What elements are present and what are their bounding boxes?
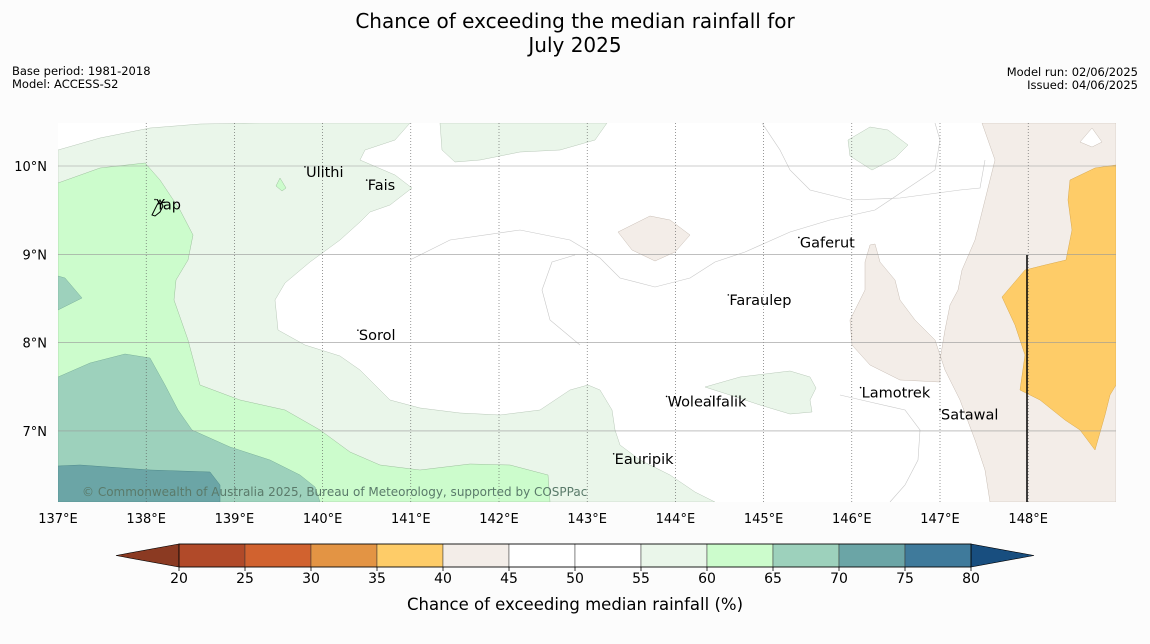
colorbar-tick-label: 45	[500, 571, 518, 587]
contour-45-50-hole	[1079, 127, 1103, 148]
place-marker	[154, 198, 156, 201]
model-run: Model run: 02/06/2025	[1006, 65, 1138, 79]
longitude-label: 144°E	[656, 512, 696, 527]
base-period: Base period: 1981-2018	[12, 64, 151, 78]
contour-35-40	[1001, 164, 1116, 451]
place-marker	[304, 166, 306, 168]
meta-left: Base period: 1981-2018 Model: ACCESS-S2	[12, 65, 151, 91]
latitude-label: 10°N	[14, 160, 47, 175]
gridlines	[58, 123, 1116, 502]
contour-55-60-northeast	[847, 126, 909, 171]
colorbar-segment	[310, 543, 378, 568]
place-label: Sorol	[359, 328, 396, 344]
longitude-labels: 137°E 138°E 139°E 140°E 141°E 142°E 143°E 144°E…	[38, 512, 1048, 527]
contour-55-60-north	[439, 123, 608, 163]
contour-line-50	[409, 123, 941, 288]
place-label: Yap	[155, 198, 181, 214]
colorbar-tick-label: 65	[764, 571, 782, 587]
colorbar-segment	[574, 543, 642, 568]
longitude-label: 147°E	[920, 512, 960, 527]
title-line-2: July 2025	[528, 33, 622, 57]
place-label: Satawal	[941, 408, 998, 424]
colorbar-tick-label: 30	[302, 571, 320, 587]
place-label: Ifalik	[712, 394, 747, 410]
colorbar-segment	[640, 543, 708, 568]
colorbar-tick-label: 55	[632, 571, 650, 587]
colorbar-segment	[706, 543, 774, 568]
colorbar-tick-label: 70	[830, 571, 848, 587]
contour-line-50d	[839, 394, 921, 502]
colorbar-tick-label: 50	[566, 571, 584, 587]
place-marker	[939, 408, 941, 411]
model-name: Model: ACCESS-S2	[12, 77, 119, 91]
colorbar-segment	[904, 543, 972, 568]
colorbar: 20 25 30 35 40 45 50 55 60 65 70 75 80 Chance of exce…	[115, 543, 1035, 614]
contour-line-50b	[541, 254, 581, 346]
latitude-label: 8°N	[23, 337, 48, 352]
contour-55-60-ifalik	[704, 370, 817, 415]
colorbar-segment	[838, 543, 906, 568]
longitude-label: 142°E	[479, 512, 519, 527]
meta-right: Model run: 02/06/2025 Issued: 04/06/2025	[1007, 66, 1138, 92]
longitude-label: 140°E	[303, 512, 343, 527]
colorbar-tick-label: 60	[698, 571, 716, 587]
colorbar-tick-label: 20	[170, 571, 188, 587]
place-marker	[665, 395, 668, 398]
place-marker	[612, 453, 615, 455]
copyright-text: © Commonwealth of Australia 2025, Bureau…	[82, 485, 587, 499]
contour-40-45-central	[617, 215, 691, 262]
colorbar-title: Chance of exceeding median rainfall (%)	[407, 595, 743, 614]
latitude-label: 9°N	[23, 248, 48, 263]
longitude-label: 146°E	[832, 512, 872, 527]
yap-island	[151, 198, 166, 217]
place-label: Fais	[368, 178, 395, 194]
place-marker	[859, 386, 862, 389]
place-marker	[798, 236, 800, 239]
title-line-1: Chance of exceeding the median rainfall …	[355, 9, 795, 33]
place-label: Eauripik	[615, 452, 674, 468]
latitude-label: 7°N	[23, 425, 48, 440]
place-marker	[709, 395, 712, 398]
colorbar-tick-label: 80	[962, 571, 980, 587]
colorbar-tick-label: 75	[896, 571, 914, 587]
colorbar-segment	[772, 543, 840, 568]
colorbar-segment	[178, 543, 246, 568]
longitude-label: 139°E	[215, 512, 255, 527]
longitude-label: 137°E	[38, 512, 78, 527]
latitude-labels: 10°N 9°N 8°N 7°N	[14, 160, 47, 440]
longitude-label: 148°E	[1008, 512, 1048, 527]
map-title: Chance of exceeding the median rainfall …	[0, 9, 1150, 57]
place-marker	[357, 329, 359, 331]
longitude-label: 143°E	[567, 512, 607, 527]
place-label: Woleai	[668, 394, 716, 410]
place-label: Gaferut	[800, 235, 855, 251]
rainfall-contours	[58, 123, 1116, 502]
place-label: Faraulep	[729, 293, 791, 309]
place-labels: Ulithi Fais Yap Gaferut Faraulep Sorol Lamotre…	[154, 165, 998, 468]
colorbar-segment	[244, 543, 312, 568]
colorbar-over-arrow	[970, 543, 1035, 568]
longitude-label: 141°E	[391, 512, 431, 527]
contour-65-70-south	[58, 353, 321, 502]
colorbar-tick-label: 40	[434, 571, 452, 587]
place-marker	[365, 179, 368, 181]
colorbar-tick-label: 35	[368, 571, 386, 587]
longitude-label: 138°E	[126, 512, 166, 527]
place-marker	[727, 294, 730, 296]
colorbar-segment	[376, 543, 444, 568]
contour-line-50c	[761, 123, 986, 201]
issued-date: Issued: 04/06/2025	[1027, 78, 1138, 92]
colorbar-under-arrow	[115, 543, 180, 568]
contour-60-65-ulithi	[275, 177, 287, 192]
colorbar-segment	[508, 543, 576, 568]
longitude-label: 145°E	[744, 512, 784, 527]
map-area: © Commonwealth of Australia 2025, Bureau…	[58, 123, 1116, 502]
contour-70-75	[58, 464, 221, 502]
contour-65-70-west	[58, 275, 83, 311]
place-label: Lamotrek	[862, 386, 931, 402]
colorbar-segment	[442, 543, 510, 568]
place-label: Ulithi	[306, 165, 344, 181]
colorbar-tick-label: 25	[236, 571, 254, 587]
